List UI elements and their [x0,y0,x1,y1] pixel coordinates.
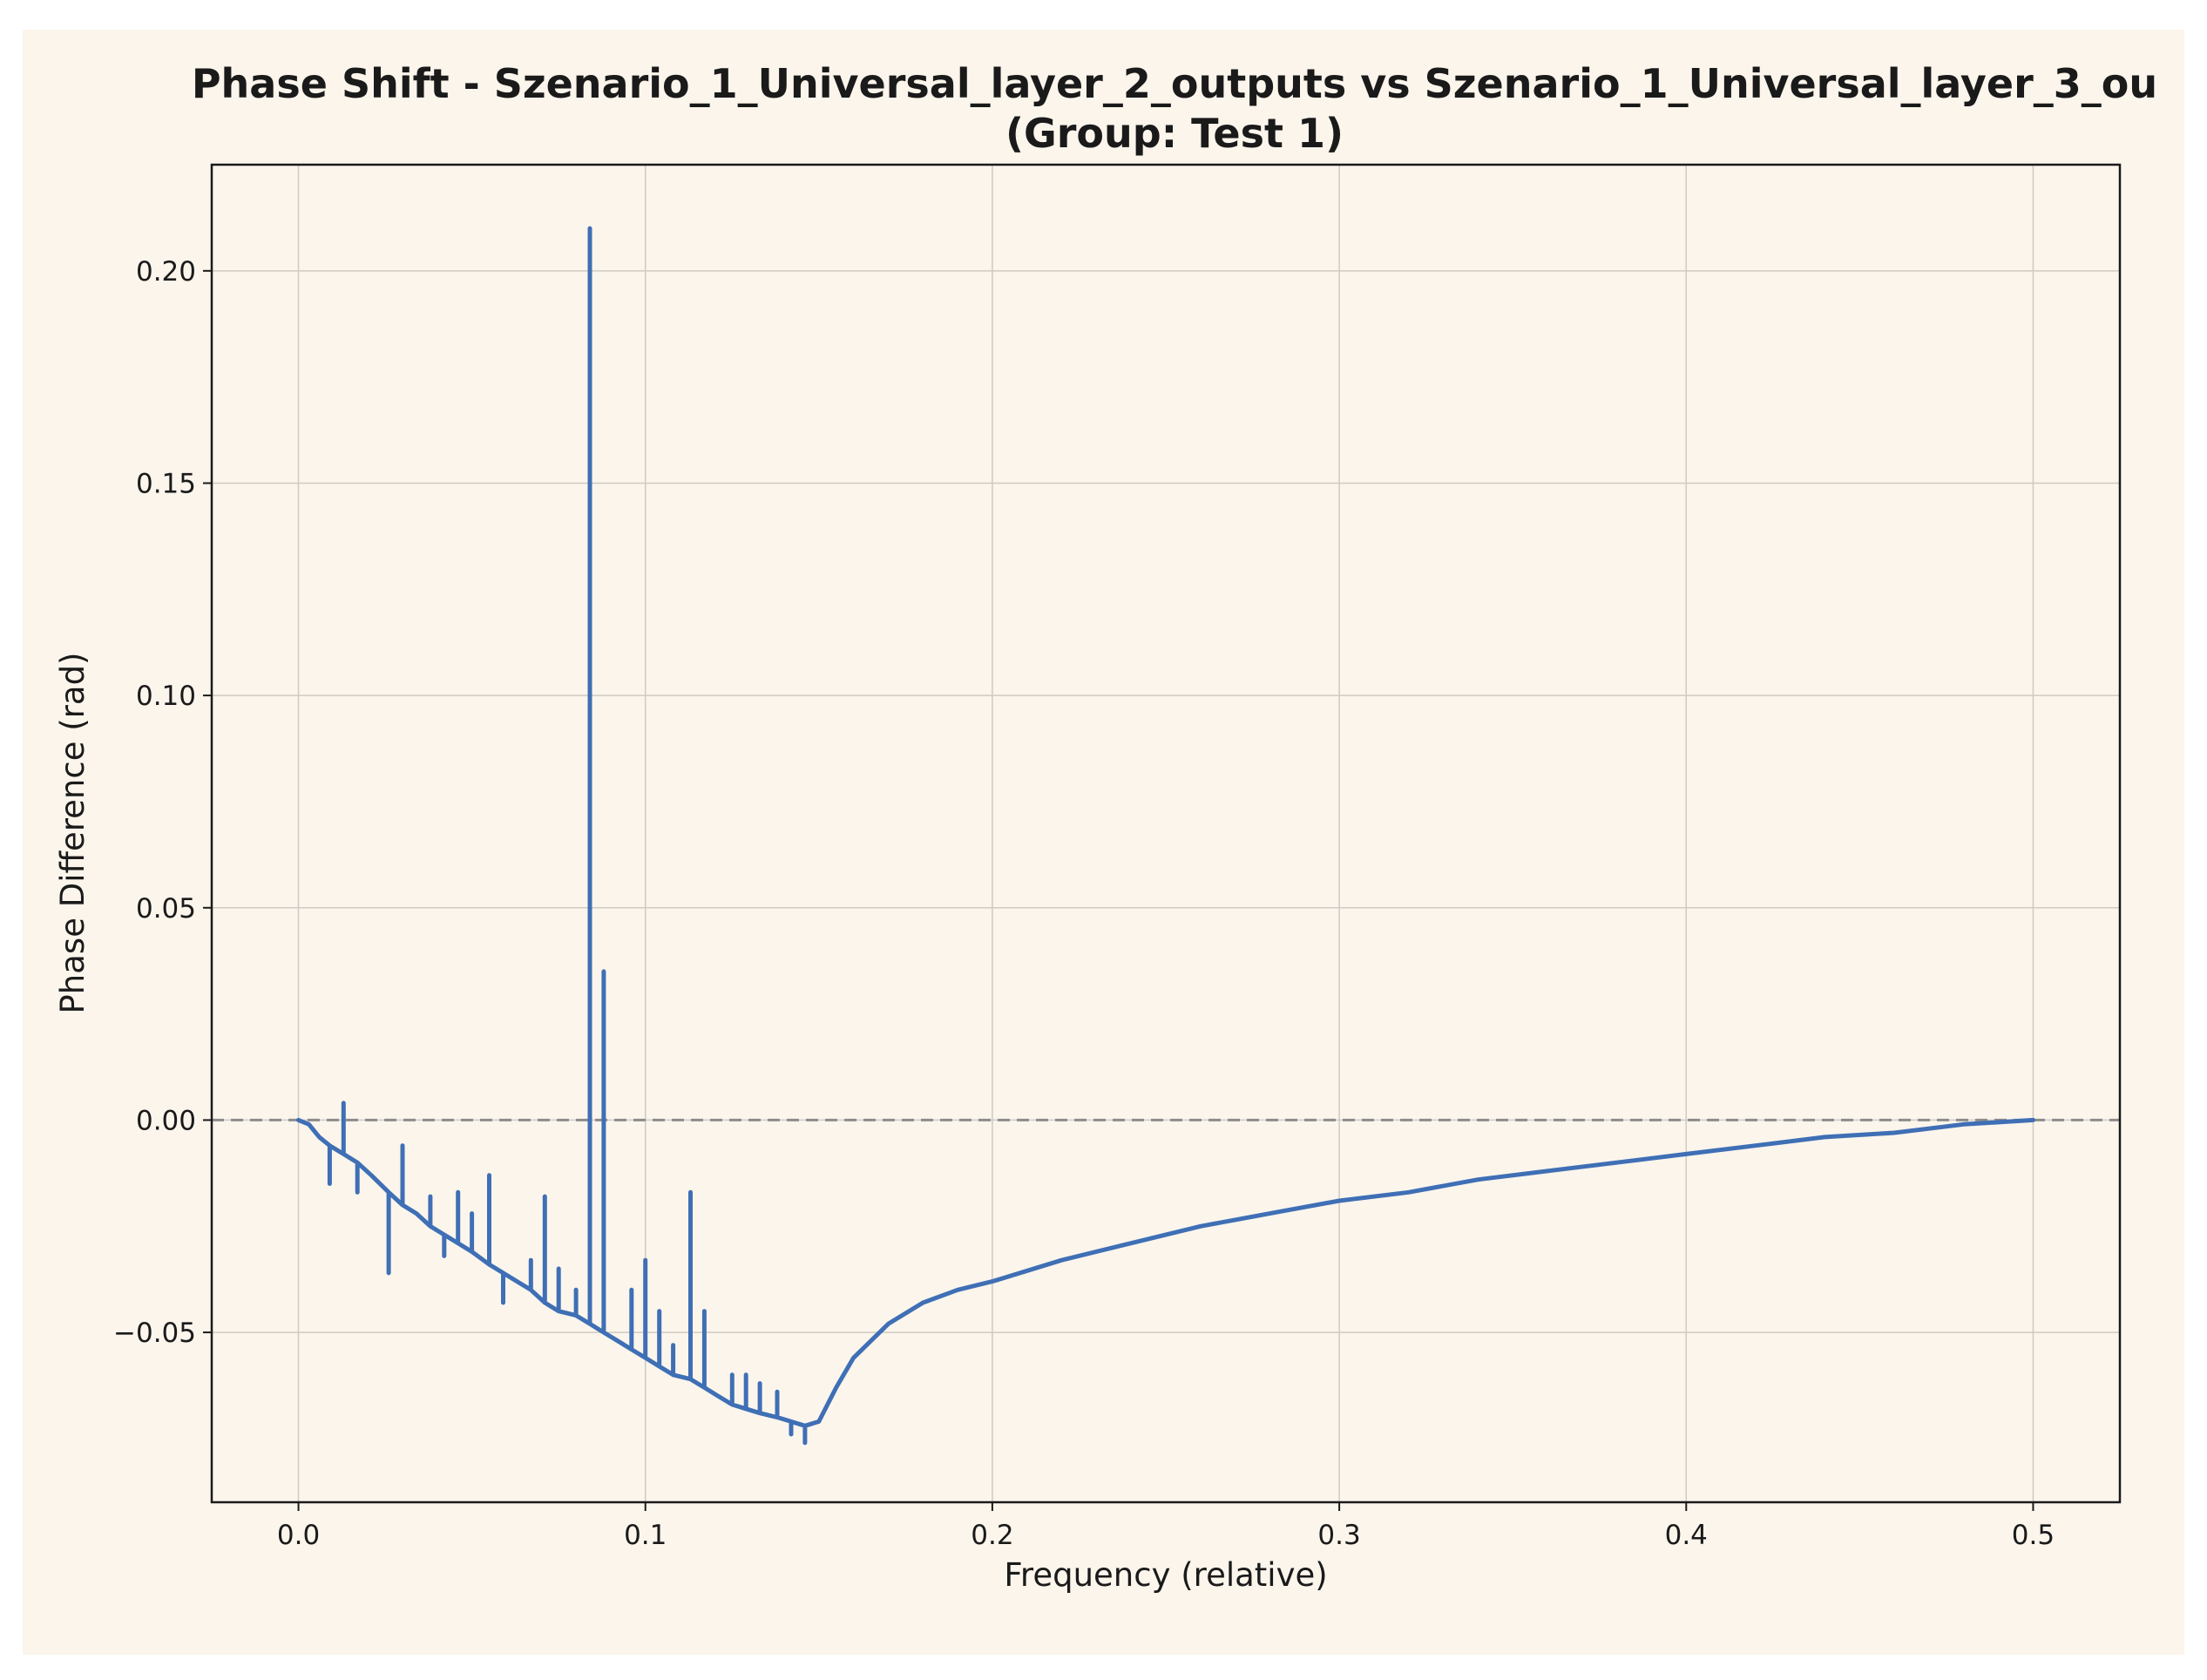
y-tick-label: 0.15 [136,468,196,499]
y-tick-label: 0.20 [136,256,196,288]
chart-figure: Phase Shift - Szenario_1_Universal_layer… [23,30,2184,1655]
x-tick-label: 0.4 [1665,1520,1708,1551]
chart-subtitle: (Group: Test 1) [1005,110,1344,157]
y-tick-label: −0.05 [113,1318,196,1349]
y-axis-label: Phase Difference (rad) [54,653,91,1014]
chart-title: Phase Shift - Szenario_1_Universal_layer… [192,60,2157,107]
axes-frame [210,163,2122,1504]
x-tick-label: 0.3 [1317,1520,1360,1551]
x-tick-label: 0.0 [277,1520,320,1551]
series-layer [296,226,2035,1446]
phase-difference-series-line [296,226,2035,1446]
x-tick-label: 0.1 [624,1520,667,1551]
y-tick-label: 0.10 [136,681,196,712]
axis-ticks: 0.0 0.1 0.2 0.3 0.4 0.5 −0.05 0.00 0.05 0.10 0.15 0… [113,256,2055,1551]
y-tick-label: 0.05 [136,893,196,925]
x-axis-label: Frequency (relative) [1004,1556,1327,1594]
y-tick-label: 0.00 [136,1105,196,1136]
grid-lines [212,165,2120,1502]
x-tick-label: 0.5 [2012,1520,2055,1551]
phase-shift-chart: Phase Shift - Szenario_1_Universal_layer… [54,60,2157,1594]
x-tick-label: 0.2 [971,1520,1013,1551]
